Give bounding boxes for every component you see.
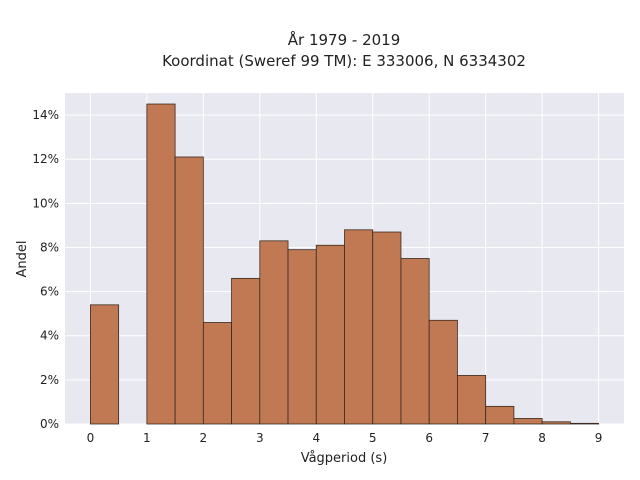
histogram-bar	[400, 258, 430, 425]
histogram-bar	[485, 405, 515, 425]
y-tick-label: 2%	[40, 373, 59, 387]
histogram-bars	[90, 103, 599, 425]
histogram-bar	[372, 231, 402, 425]
histogram-bar	[457, 375, 487, 425]
histogram-bar	[569, 422, 599, 425]
y-tick-label: 8%	[40, 240, 59, 254]
x-tick-label: 1	[143, 431, 151, 445]
x-tick-label: 9	[595, 431, 603, 445]
y-tick-label: 4%	[40, 329, 59, 343]
y-tick-label: 12%	[32, 152, 59, 166]
x-tick-label: 0	[87, 431, 95, 445]
x-axis-ticks: 0 1 2 3 4 5 6 7 8 9	[87, 431, 603, 445]
y-tick-label: 10%	[32, 196, 59, 210]
y-tick-label: 0%	[40, 417, 59, 431]
histogram-bar	[231, 277, 261, 425]
histogram-bar	[202, 322, 232, 425]
histogram-bar	[428, 319, 458, 425]
x-tick-label: 8	[538, 431, 546, 445]
x-tick-label: 7	[482, 431, 490, 445]
y-axis-label: Andel	[15, 241, 30, 278]
x-tick-label: 4	[312, 431, 320, 445]
y-tick-label: 6%	[40, 285, 59, 299]
histogram-bar	[174, 156, 204, 425]
x-axis-label: Vågperiod (s)	[301, 451, 388, 466]
x-tick-label: 5	[369, 431, 377, 445]
histogram-bar	[287, 249, 317, 425]
x-tick-label: 3	[256, 431, 264, 445]
histogram-bar	[90, 304, 120, 425]
y-axis-ticks: 0% 2% 4% 6% 8% 10% 12% 14%	[32, 108, 59, 431]
histogram-bar	[259, 240, 289, 425]
histogram-bar	[541, 421, 571, 425]
y-tick-label: 14%	[32, 108, 59, 122]
chart-title-line-1: År 1979 - 2019	[288, 30, 401, 49]
histogram-bar	[513, 418, 543, 425]
histogram-bar	[344, 229, 374, 425]
histogram-bar	[315, 244, 345, 425]
chart-title-line-2: Koordinat (Sweref 99 TM): E 333006, N 63…	[162, 52, 526, 70]
x-tick-label: 6	[425, 431, 433, 445]
x-tick-label: 2	[200, 431, 208, 445]
histogram-bar	[146, 103, 176, 425]
